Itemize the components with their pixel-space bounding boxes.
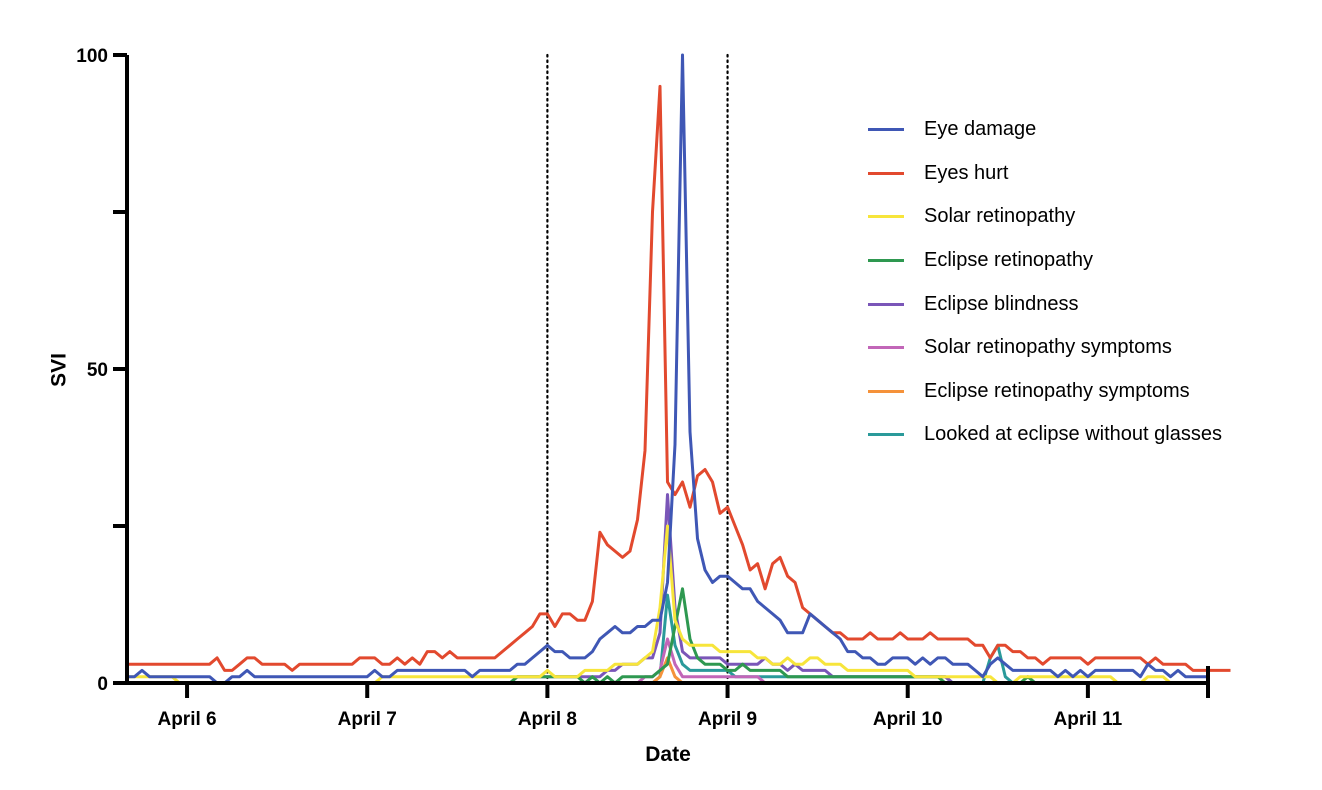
legend-label: Solar retinopathy	[924, 205, 1076, 228]
legend-swatch	[868, 389, 904, 393]
legend-item: Eyes hurt	[868, 152, 1222, 196]
series-line-eyes-hurt	[127, 84, 1231, 672]
legend-swatch	[868, 215, 904, 219]
legend-label: Solar retinopathy symptoms	[924, 336, 1172, 359]
y-axis-title: SVI	[48, 353, 71, 387]
x-tick-label: April 6	[157, 709, 216, 730]
legend-swatch	[868, 128, 904, 132]
legend-swatch	[868, 259, 904, 263]
x-tick-label: April 11	[1054, 709, 1123, 730]
legend-label: Eclipse retinopathy symptoms	[924, 379, 1190, 402]
legend-item: Solar retinopathy symptoms	[868, 326, 1222, 370]
legend-item: Looked at eclipse without glasses	[868, 413, 1222, 457]
legend-swatch	[868, 346, 904, 350]
legend-label: Eyes hurt	[924, 161, 1009, 184]
legend-item: Eye damage	[868, 108, 1222, 152]
legend-swatch	[868, 302, 904, 306]
legend-item: Eclipse retinopathy	[868, 239, 1222, 283]
legend-item: Eclipse retinopathy symptoms	[868, 370, 1222, 414]
y-tick-label: 50	[87, 360, 108, 381]
x-ticks: April 6 April 7 April 8 April 9 April 10 Apri…	[157, 666, 1210, 730]
x-tick-label: April 7	[338, 709, 397, 730]
y-tick-label: 0	[97, 674, 108, 695]
y-ticks: 0 50 100	[76, 46, 127, 695]
x-tick-label: April 8	[518, 709, 577, 730]
y-tick-label: 100	[76, 46, 108, 67]
legend-label: Eclipse blindness	[924, 292, 1079, 315]
legend-item: Solar retinopathy	[868, 195, 1222, 239]
legend-swatch	[868, 171, 904, 175]
legend-label: Looked at eclipse without glasses	[924, 423, 1222, 446]
x-axis-title: Date	[645, 743, 691, 766]
legend-label: Eclipse retinopathy	[924, 249, 1093, 272]
legend-item: Eclipse blindness	[868, 282, 1222, 326]
legend-swatch	[868, 433, 904, 437]
series-line-eye-damage	[127, 53, 1208, 685]
reference-lines	[546, 53, 729, 685]
legend: Eye damage Eyes hurt Solar retinopathy Ecli…	[868, 108, 1222, 457]
x-tick-label: April 9	[698, 709, 757, 730]
legend-label: Eye damage	[924, 118, 1037, 141]
x-tick-label: April 10	[873, 709, 943, 730]
